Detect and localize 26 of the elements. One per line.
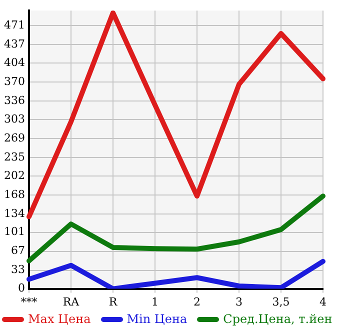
- x-tick-label: 3,5: [272, 295, 290, 308]
- y-tick-label: 269: [4, 131, 25, 144]
- x-tick-label: R: [108, 295, 118, 308]
- x-tick-label: 2: [194, 295, 200, 308]
- x-tick-label: 3: [236, 295, 242, 308]
- legend-label: Min Цена: [126, 312, 188, 326]
- y-tick-label: 134: [4, 206, 25, 220]
- x-tick-label: 4: [320, 295, 326, 308]
- y-tick-label: 168: [4, 188, 25, 201]
- x-tick-label: 1: [151, 295, 158, 308]
- x-tick-label: ***: [20, 295, 38, 308]
- y-tick-label: 202: [4, 168, 25, 182]
- y-tick-label: 67: [10, 244, 25, 258]
- y-tick-label: 336: [4, 94, 25, 107]
- legend-label: Сред.Цена, т.йен: [223, 312, 332, 326]
- legend-label: Max Цена: [28, 312, 91, 326]
- y-tick-label: 0: [18, 282, 25, 295]
- y-tick-label: 101: [4, 225, 25, 238]
- y-tick-label: 404: [4, 56, 25, 69]
- y-tick-label: 471: [4, 18, 25, 32]
- y-tick-label: 437: [4, 38, 25, 51]
- y-tick-label: 370: [4, 74, 25, 88]
- y-tick-label: 303: [4, 112, 25, 126]
- x-tick-label: RA: [62, 295, 80, 308]
- y-tick-label: 33: [10, 263, 25, 276]
- y-tick-label: 235: [4, 150, 25, 164]
